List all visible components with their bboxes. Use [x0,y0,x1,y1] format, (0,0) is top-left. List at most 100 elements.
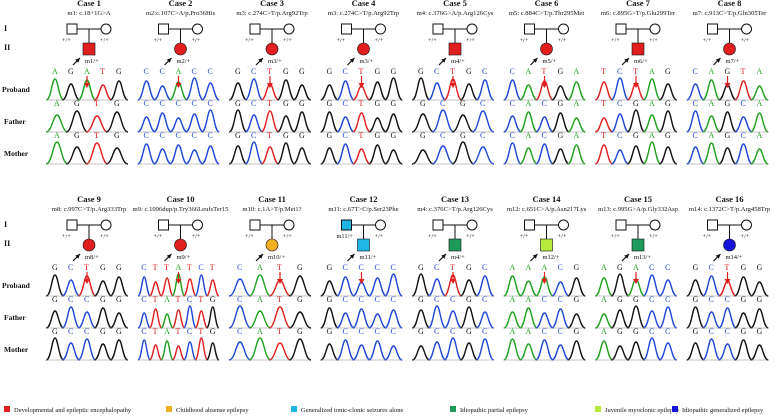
mutation-arrow-head [267,83,273,88]
base-label: C [68,263,73,272]
trace-peak [137,339,151,361]
base-label: C [343,131,348,140]
trace-peak [658,110,678,133]
mother-circle [192,219,203,231]
trace-peak [185,149,204,165]
proband-arrow [347,57,355,66]
trace-peak [160,340,174,361]
trace-peak [201,109,220,133]
mutation-arrow [267,76,273,88]
father-square [66,219,78,231]
mother-genotype: +/+ [466,233,475,240]
trace-peak [352,281,371,297]
father-genotype: m11/+ [337,233,354,240]
legend-label: Idiopathic partial epilepsy [460,407,529,414]
case-panel [615,219,661,252]
base-label: G [633,295,639,304]
mother-genotype: +/+ [375,37,384,44]
base-label: G [375,131,381,140]
trace-peak [45,337,65,361]
trace-peak [750,344,769,361]
case-title: Case 14 [532,194,561,204]
proband-arrow-head [349,254,355,259]
base-label: G [375,67,381,76]
trace-peak [734,276,753,297]
mother-trace [503,338,586,361]
proband-arrow [72,253,81,262]
base-label: G [665,67,671,76]
base-label: G [633,131,639,140]
base-label: C [251,99,256,108]
base-label: A [526,263,532,272]
base-label: C [187,295,192,304]
case-title: Case 12 [349,194,377,204]
trace-peak [105,147,129,165]
trace-peak [352,344,371,361]
mother-circle [375,219,386,231]
mother-circle [375,23,386,35]
father-trace [411,305,495,329]
trace-peak [658,279,678,297]
case-panel [524,219,569,252]
father-genotype: +/+ [703,37,712,44]
trace-peak [610,149,630,165]
trace-peak [702,142,721,165]
base-label: C [141,327,146,336]
row-label-father: Father [4,117,26,126]
trace-peak [702,311,721,329]
trace-peak [567,277,586,297]
trace-peak [109,312,129,329]
base-label: A [601,327,607,336]
trace-peak [352,148,371,165]
father-square [249,219,261,231]
variant-label: m5: c.884C>T/p.Thr295Met [509,10,584,17]
base-label: C [141,263,146,272]
trace-peak [137,143,156,165]
variant-label: m1: c.18+1G>A [67,10,111,17]
father-trace [320,111,403,133]
base-label: C [343,263,348,272]
proband-genotype: m4/+ [451,254,465,261]
proband-arrow-head [715,254,721,259]
mother-genotype: +/+ [649,233,658,240]
trace-peak [451,114,475,133]
father-genotype: +/+ [245,37,254,44]
base-label: C [510,99,515,108]
trace-peak [411,273,431,297]
legend-swatch [672,406,678,412]
trace-peak [93,343,113,361]
trace-peak [77,311,97,329]
case-panel [341,23,386,56]
trace-peak [61,342,81,361]
trace-peak [535,143,554,165]
base-label: C [482,67,487,76]
trace-peak [475,311,495,329]
proband-trace [411,273,495,297]
trace-peak [642,274,662,297]
base-label: G [391,131,397,140]
base-label: T [267,67,272,76]
trace-peak [626,109,646,133]
legend-swatch [166,406,172,412]
father-trace [503,111,586,133]
mutation-arrow-head [450,279,456,284]
trace-peak [750,281,769,297]
trace-peak [734,339,753,361]
trace-peak [384,149,403,165]
trace-peak [228,82,248,101]
trace-peak [288,338,312,361]
base-label: C [649,263,654,272]
case-panel [432,23,478,56]
base-label: C [343,327,348,336]
proband-arrow [530,253,538,262]
trace-peak [260,146,280,165]
legend-label: Childhood absense epilepsy [176,407,249,414]
proband-circle [82,238,96,252]
trace-peak [368,117,387,133]
proband-arrow-head [624,58,629,63]
trace-peak [336,312,355,329]
base-label: C [84,327,89,336]
mother-trace [320,143,403,165]
base-label: C [176,131,181,140]
base-label: A [52,67,58,76]
